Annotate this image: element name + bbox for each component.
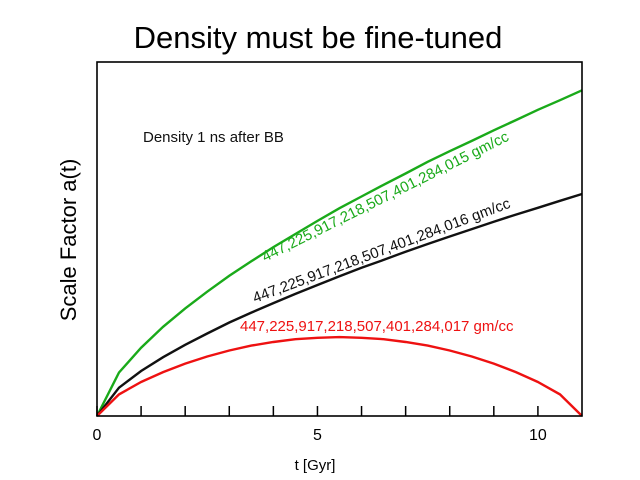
x-tick-label: 10 bbox=[529, 427, 547, 444]
series-layer bbox=[95, 89, 583, 417]
series-line-2 bbox=[96, 335, 583, 417]
series-line-1 bbox=[96, 192, 583, 417]
chart-title: Density must be fine-tuned bbox=[134, 20, 503, 55]
series-label-red: 447,225,917,218,507,401,284,017 gm/cc bbox=[240, 318, 514, 335]
y-axis-label: Scale Factor a(t) bbox=[56, 159, 81, 322]
tick-layer: 0 5 10 bbox=[93, 406, 547, 444]
x-tick-label: 5 bbox=[313, 427, 322, 444]
x-axis-label: t [Gyr] bbox=[295, 457, 336, 474]
plot-frame bbox=[96, 61, 583, 417]
x-tick-label: 0 bbox=[93, 427, 102, 444]
annotation-density: Density 1 ns after BB bbox=[143, 129, 284, 146]
series-line-0 bbox=[95, 89, 583, 417]
